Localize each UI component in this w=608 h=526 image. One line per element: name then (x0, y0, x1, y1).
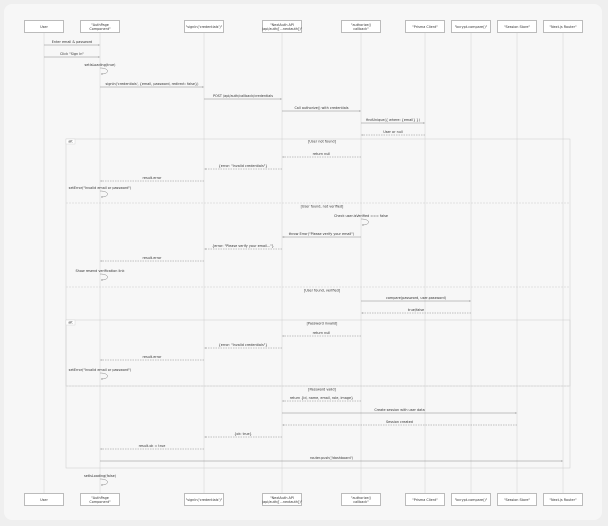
participant-box: "authorize() callback" (341, 20, 381, 33)
participant-box: User (24, 493, 64, 506)
section-label: [User found, verified] (304, 289, 341, 293)
message-label: setError("Invalid email or password") (69, 186, 132, 190)
participant-box: "Session Store" (497, 20, 537, 33)
section-label: [User found, not verified] (301, 205, 344, 209)
message-label: return null (313, 331, 331, 335)
message-label: result.ok = true (139, 444, 166, 448)
self-message-arrow (360, 218, 369, 225)
participant-box: "Next.js Router" (543, 20, 583, 33)
message-label: {ok: true} (234, 432, 252, 436)
participant-box: "Prisma Client" (405, 20, 445, 33)
message-label: result.error (143, 355, 162, 359)
message-label: Click "Sign In" (60, 52, 84, 56)
message-label: findUnique({ where: {email} }) (366, 118, 420, 122)
message-label: {error: "Invalid credentials"} (219, 343, 268, 347)
self-message-arrow (99, 190, 108, 197)
participant-box: "AuthPage Component" (80, 20, 120, 33)
participant-box: "NextAuth API (api/auth/[...nextauth])" (262, 493, 302, 506)
message-label: Check user.isVerified === false (334, 214, 388, 218)
message-label: true/false (408, 308, 424, 312)
participant-box: "Session Store" (497, 493, 537, 506)
participant-box: "Next.js Router" (543, 493, 583, 506)
fragment-tag (65, 319, 76, 326)
fragment-label: alt (68, 321, 73, 325)
message-label: Show resend verification link (76, 269, 125, 273)
participant-box: "signIn('credentials')" (184, 20, 224, 33)
message-label: Create session with user data (374, 408, 424, 412)
message-label: router.push('/dashboard') (310, 456, 354, 460)
message-label: Call authorize() with credentials (294, 106, 348, 110)
message-label: setIsLoading(false) (84, 474, 117, 478)
message-label: {error: "Please verify your email..."} (212, 244, 274, 248)
participant-box: "Prisma Client" (405, 493, 445, 506)
self-message-arrow (99, 67, 108, 74)
message-label: {error: "Invalid credentials"} (219, 164, 268, 168)
card (4, 4, 602, 520)
message-label: compare(password, user.password) (386, 296, 447, 300)
message-label: setError("Invalid email or password") (69, 368, 132, 372)
participant-box: "authorize() callback" (341, 493, 381, 506)
message-label: Enter email & password (52, 40, 92, 44)
participant-box: "NextAuth API (api/auth/[...nextauth])" (262, 20, 302, 33)
section-label: [User not found] (308, 140, 336, 144)
fragment-frame (65, 138, 571, 469)
participant-box: "bcrypt.compare()" (451, 20, 491, 33)
message-label: result.error (143, 256, 162, 260)
message-label: return null (313, 152, 331, 156)
section-label: [Password invalid] (307, 322, 338, 326)
self-message-arrow (99, 273, 108, 280)
message-label: POST /api/auth/callback/credentials (213, 94, 273, 98)
fragment-label: alt (68, 140, 73, 144)
participant-box: "signIn('credentials')" (184, 493, 224, 506)
message-label: result.error (143, 176, 162, 180)
fragment-frame (65, 319, 571, 387)
participant-box: "bcrypt.compare()" (451, 493, 491, 506)
participant-box: "AuthPage Component" (80, 493, 120, 506)
section-label: [Password valid] (308, 388, 336, 392)
message-label: setIsLoading(true) (85, 63, 117, 67)
self-message-arrow (99, 478, 108, 485)
message-label: User or null (383, 130, 403, 134)
self-message-arrow (99, 372, 108, 379)
message-label: Session created (386, 420, 413, 424)
message-label: return {id, name, email, role, image} (290, 396, 353, 400)
message-label: signIn('credentials', {email, password, … (106, 82, 200, 86)
fragment-tag (65, 138, 76, 145)
participant-box: User (24, 20, 64, 33)
message-label: throw Error("Please verify your email") (289, 232, 355, 236)
